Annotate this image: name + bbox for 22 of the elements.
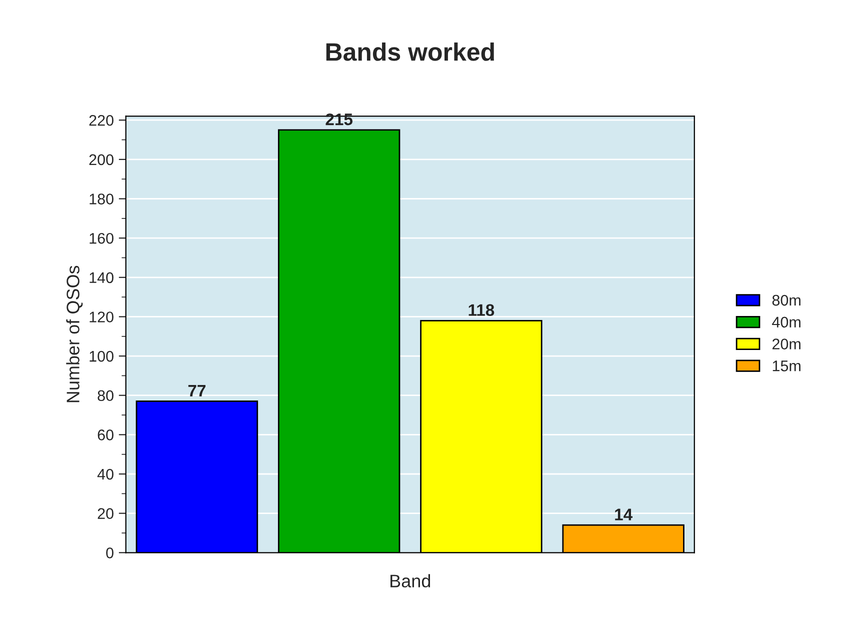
- y-tick-label: 80: [98, 390, 114, 402]
- data-label: 118: [468, 304, 494, 316]
- chart-title: Bands worked: [326, 42, 494, 61]
- legend-label: 40m: [772, 316, 800, 328]
- y-tick-label: 140: [90, 272, 114, 284]
- y-tick-label: 100: [90, 350, 114, 362]
- y-tick-label: 220: [89, 114, 114, 126]
- x-axis-title: Band: [390, 574, 430, 588]
- data-label: 77: [188, 384, 206, 396]
- y-axis-title: Number of QSOs: [66, 266, 83, 402]
- y-tick-label: 60: [98, 430, 114, 440]
- legend-label: 15m: [772, 360, 800, 372]
- legend-label: 80m: [772, 294, 800, 306]
- y-tick-label: 160: [90, 232, 114, 244]
- y-tick-label: 120: [90, 312, 114, 322]
- y-tick-label: 180: [90, 194, 114, 204]
- y-tick-label: 0: [106, 548, 114, 558]
- legend-label: 20m: [772, 338, 800, 350]
- y-tick-label: 20: [98, 508, 114, 520]
- data-label: 14: [615, 508, 633, 520]
- y-tick-label: 200: [89, 154, 114, 166]
- y-tick-label: 40: [97, 468, 114, 480]
